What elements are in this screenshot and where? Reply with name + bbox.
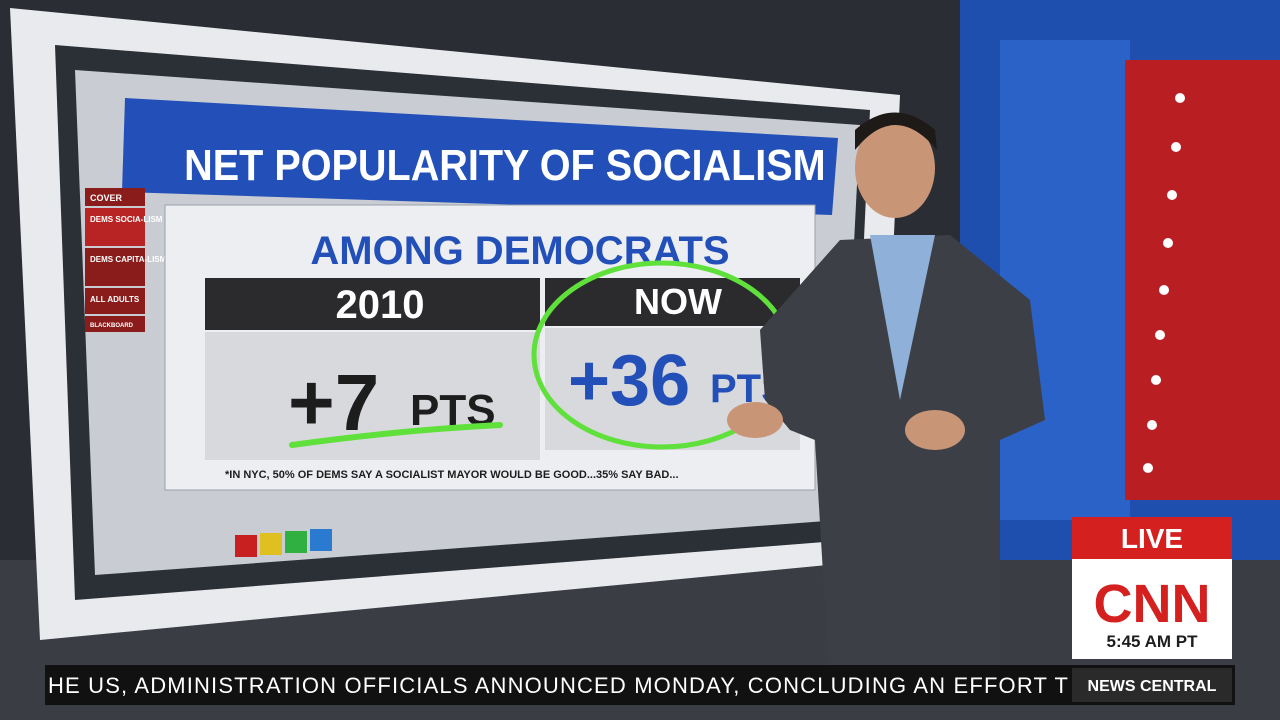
- menu: COVER DEMS SOCIA-LISM DEMS CAPITA-LISM A…: [85, 188, 167, 332]
- stars: [1143, 93, 1185, 473]
- clock: 5:45 AM PT: [1106, 632, 1198, 651]
- title-band: [122, 98, 838, 215]
- menu-item[interactable]: DEMS SOCIA-LISM: [90, 215, 163, 224]
- telestrator-underline: [289, 422, 503, 448]
- column-body: [205, 332, 540, 460]
- backdrop-red: [1125, 60, 1280, 500]
- column-value: +7: [288, 358, 379, 447]
- logo-box: [1072, 559, 1232, 659]
- ticker-text: HE US, ADMINISTRATION OFFICIALS ANNOUNCE…: [48, 673, 1068, 698]
- menu-tab: [85, 316, 145, 332]
- screen-subtitle: AMONG DEMOCRATS: [310, 229, 729, 273]
- menu-tab: [85, 188, 145, 206]
- menu-item[interactable]: ALL ADULTS: [90, 295, 140, 304]
- ticker-bar: [45, 665, 1235, 705]
- menu-tab: [85, 248, 145, 286]
- menu-item[interactable]: BLACKBOARD: [90, 323, 134, 329]
- column-header-bg: [545, 278, 800, 326]
- column-header: 2010: [336, 283, 425, 327]
- presenter: [727, 112, 1045, 690]
- column-header: NOW: [634, 281, 722, 322]
- menu-tab: [85, 208, 145, 246]
- backdrop-panel: [1000, 40, 1130, 520]
- column-header-bg: [205, 278, 540, 330]
- menu-item[interactable]: COVER: [90, 193, 123, 203]
- show-box: [1072, 668, 1232, 702]
- network-logo: CNN: [1094, 574, 1211, 634]
- screen-title: NET POPULARITY OF SOCIALISM: [184, 140, 825, 189]
- menu-tab: [85, 288, 145, 314]
- menu-item[interactable]: DEMS CAPITA-LISM: [90, 255, 167, 264]
- live-box: [1072, 517, 1232, 559]
- column-value: +36: [568, 341, 690, 421]
- live-label: LIVE: [1121, 523, 1183, 554]
- show-name: NEWS CENTRAL: [1088, 678, 1217, 695]
- color-swatches: [235, 529, 332, 557]
- footnote: *IN NYC, 50% OF DEMS SAY A SOCIALIST MAY…: [225, 469, 679, 481]
